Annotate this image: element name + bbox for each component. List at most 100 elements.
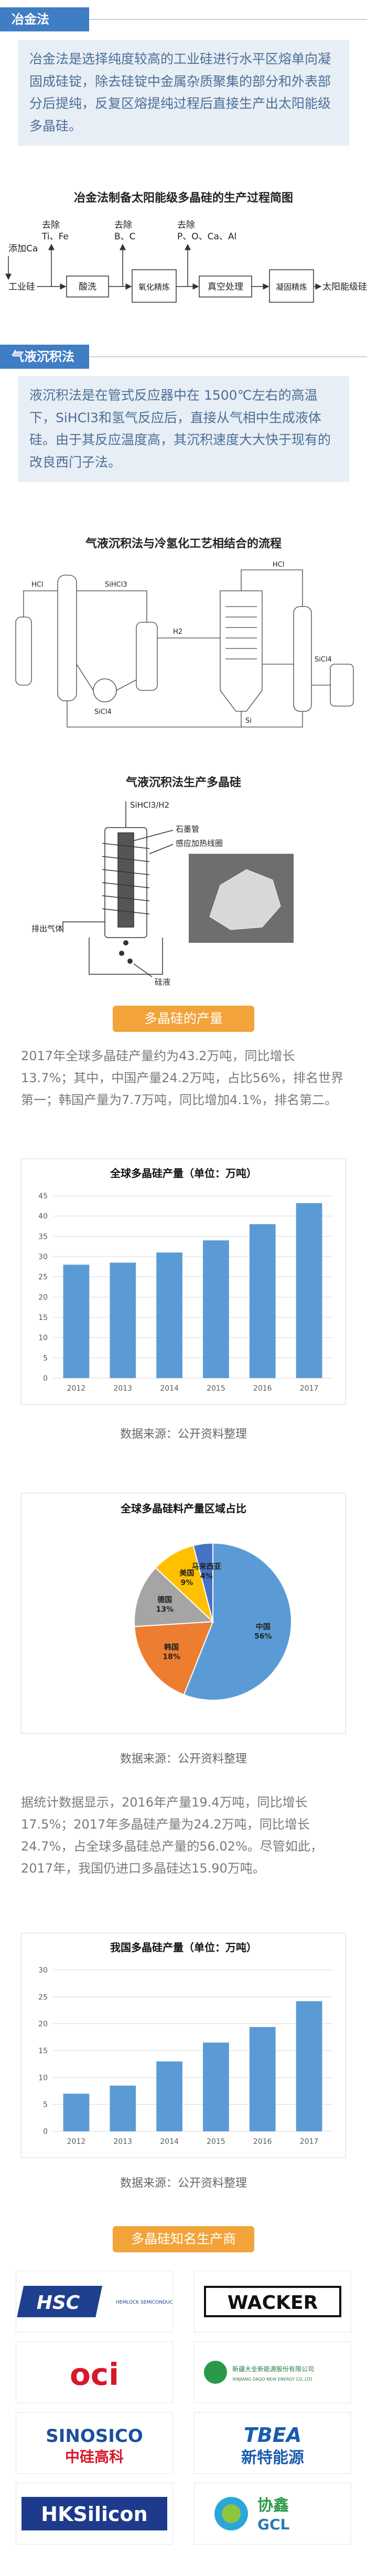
bar bbox=[63, 1264, 90, 1378]
reactor bbox=[220, 590, 263, 712]
logo-shape bbox=[204, 2286, 341, 2317]
label: HCl bbox=[31, 581, 43, 589]
step: 氧化精炼 bbox=[138, 282, 170, 292]
droplet bbox=[123, 940, 128, 945]
y-tick-label: 35 bbox=[38, 1232, 48, 1241]
slice-label: 德国 bbox=[157, 1595, 172, 1604]
paragraph: 2017年全球多晶硅产量约为43.2万吨，同比增长13.7%；其中，中国产量24… bbox=[21, 1049, 344, 1107]
slice-label: 韩国 bbox=[164, 1643, 179, 1652]
bar bbox=[249, 1224, 276, 1378]
logo-text: HEMLOCK SEMICONDUCTOR bbox=[116, 2300, 172, 2305]
x-tick-label: 2016 bbox=[253, 1384, 272, 1393]
label: 去除 bbox=[114, 220, 132, 230]
logo: 协鑫 GCL bbox=[194, 2483, 351, 2545]
x-tick-label: 2013 bbox=[113, 2138, 132, 2146]
logo-shape bbox=[222, 2504, 241, 2523]
x-tick-label: 2017 bbox=[300, 2138, 319, 2146]
step: 酸洗 bbox=[79, 282, 96, 292]
logo-shape bbox=[204, 2361, 227, 2384]
step: 凝固精炼 bbox=[276, 282, 307, 292]
bar bbox=[249, 2027, 276, 2131]
bar bbox=[110, 1262, 136, 1378]
logo-text: WACKER bbox=[228, 2292, 318, 2314]
x-tick-label: 2012 bbox=[67, 2138, 86, 2146]
process-box bbox=[269, 269, 314, 303]
label: 硅液 bbox=[155, 977, 170, 987]
step: 真空处理 bbox=[208, 282, 243, 292]
y-tick-label: 30 bbox=[38, 1966, 48, 1975]
vessel bbox=[136, 622, 158, 691]
pie-slice bbox=[183, 1542, 292, 1701]
vessel bbox=[15, 617, 32, 686]
bar bbox=[110, 2085, 136, 2131]
logo-text: 新疆大全新能源股份有限公司 bbox=[232, 2365, 314, 2373]
slice-label: 马来西亚 bbox=[192, 1562, 221, 1571]
leader bbox=[133, 830, 174, 841]
bar bbox=[296, 1203, 322, 1378]
bar bbox=[156, 1252, 182, 1378]
y-tick-label: 25 bbox=[38, 1993, 48, 2001]
label: 感应加热线圈 bbox=[176, 839, 223, 848]
logo: TBEA 新特能源 bbox=[194, 2412, 351, 2474]
logo: 新疆大全新能源股份有限公司 XINJIANG DAQO NEW ENERGY C… bbox=[194, 2341, 351, 2403]
y-tick-label: 15 bbox=[38, 1314, 48, 1322]
label: Ti、Fe bbox=[41, 232, 69, 242]
diagram-title: 气液沉积法与冷氢化工艺相结合的流程 bbox=[85, 537, 282, 551]
y-tick-label: 10 bbox=[38, 2074, 48, 2082]
chart: 我国多晶硅产量（单位：万吨） 0 5 10 15 20 25 30 2012 2013 2014 20… bbox=[38, 1941, 332, 2146]
tank bbox=[93, 678, 117, 702]
diagram-title: 气液沉积法生产多晶硅 bbox=[125, 776, 241, 789]
slice-value: 13% bbox=[156, 1605, 174, 1614]
section-heading: 气液沉积法 bbox=[0, 345, 89, 369]
pipe bbox=[62, 921, 105, 932]
slice-label: 中国 bbox=[256, 1622, 271, 1631]
silicon-chunk bbox=[209, 869, 281, 930]
pie-slice bbox=[134, 1621, 214, 1696]
chart-title: 我国多晶硅产量（单位：万吨） bbox=[110, 1941, 257, 1954]
logo-text: HSC bbox=[37, 2292, 80, 2314]
chart-title: 全球多晶硅料产量区域占比 bbox=[120, 1502, 246, 1515]
label: 添加Ca bbox=[8, 244, 38, 254]
chart-box: 全球多晶硅产量（单位：万吨） 0 5 10 15 20 25 30 35 40 45 2012 2013… bbox=[21, 1159, 346, 1405]
source: 数据来源：公开资料整理 bbox=[120, 1753, 247, 1766]
bar bbox=[203, 2042, 229, 2131]
logo-text: HKSilicon bbox=[41, 2503, 147, 2526]
label: HCl bbox=[273, 561, 284, 569]
slice-value: 9% bbox=[180, 1579, 193, 1587]
logo-art: WACKER bbox=[204, 2286, 341, 2317]
x-tick-label: 2014 bbox=[160, 2138, 179, 2146]
logo-shape bbox=[21, 2497, 167, 2530]
logo-text: 新特能源 bbox=[241, 2449, 304, 2467]
column bbox=[293, 606, 312, 712]
logo-art: HKSilicon bbox=[21, 2497, 167, 2530]
section-header: 冶金法 bbox=[0, 7, 367, 31]
process-flow: HCl SiHCl3 SiCl4 H2 Si SiCl4 HCl bbox=[15, 561, 354, 728]
slice-value: 4% bbox=[200, 1572, 213, 1580]
pie-slice bbox=[134, 1567, 214, 1627]
leader bbox=[133, 963, 153, 977]
coil bbox=[102, 843, 150, 915]
label: 太阳能级硅 bbox=[322, 282, 367, 292]
logo-text: TBEA bbox=[244, 2424, 301, 2447]
chart: 全球多晶硅产量（单位：万吨） 0 5 10 15 20 25 30 35 40 45 2012 2013… bbox=[38, 1167, 332, 1393]
logo-art: 协鑫 GCL bbox=[214, 2496, 290, 2533]
chart-box: 全球多晶硅料产量区域占比 中国 56% 韩国 18% 德国 13% 美国 9% 马来西亚 4% bbox=[21, 1493, 346, 1734]
slice-value: 18% bbox=[163, 1653, 180, 1661]
y-tick-label: 30 bbox=[38, 1253, 48, 1261]
section-header: 气液沉积法 bbox=[0, 345, 367, 369]
source: 数据来源：公开资料整理 bbox=[120, 1428, 247, 1441]
rule bbox=[89, 356, 367, 357]
graphite-tube bbox=[117, 832, 134, 928]
x-tick-label: 2016 bbox=[253, 2138, 272, 2146]
source: 数据来源：公开资料整理 bbox=[120, 2177, 247, 2190]
x-tick-label: 2017 bbox=[300, 1384, 319, 1393]
logo-art: oci bbox=[70, 2357, 119, 2392]
y-tick-label: 40 bbox=[38, 1213, 48, 1221]
label: SiCl4 bbox=[94, 708, 112, 716]
y-tick-label: 0 bbox=[43, 1374, 48, 1383]
logo: HSC HEMLOCK SEMICONDUCTOR bbox=[16, 2271, 183, 2332]
y-tick-label: 45 bbox=[38, 1192, 48, 1201]
paragraph: 据统计数据显示，2016年产量19.4万吨，同比增长17.5%；2017年多晶硅… bbox=[21, 1795, 323, 1876]
section-tab: 多晶硅的产量 bbox=[113, 1006, 254, 1032]
